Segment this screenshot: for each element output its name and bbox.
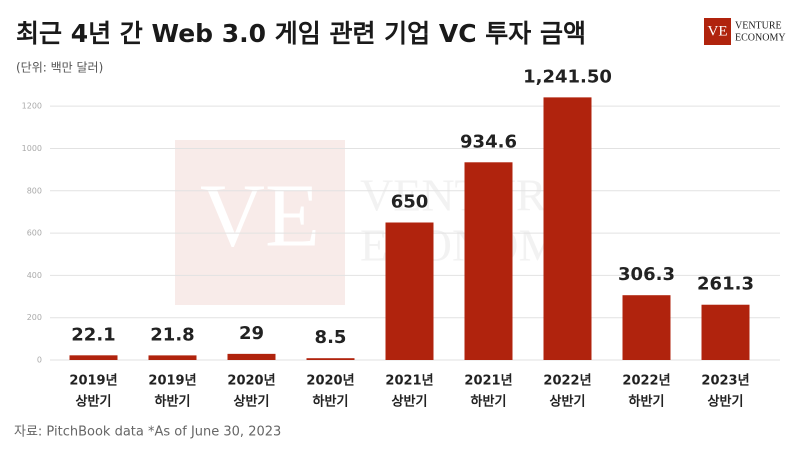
bar (543, 97, 592, 360)
chart-title: 최근 4년 간 Web 3.0 게임 관련 기업 VC 투자 금액 (16, 19, 586, 48)
logo-text: ECONOMY (735, 32, 786, 43)
y-tick-label: 200 (27, 313, 42, 322)
x-tick-label: 2022년 (622, 374, 670, 389)
source-note: 자료: PitchBook data *As of June 30, 2023 (14, 425, 281, 440)
x-tick-label: 하반기 (629, 394, 665, 410)
chart-subtitle: (단위: 백만 달러) (16, 61, 103, 75)
bar (622, 295, 671, 360)
value-label: 8.5 (315, 327, 347, 348)
x-tick-label: 2023년 (701, 374, 749, 389)
x-tick-label: 2019년 (148, 374, 196, 389)
x-tick-label: 2021년 (385, 374, 433, 389)
x-tick-label: 하반기 (313, 394, 349, 410)
x-tick-label: 2020년 (227, 374, 275, 389)
x-tick-label: 2022년 (543, 374, 591, 389)
x-tick-label: 하반기 (471, 394, 507, 410)
x-tick-label: 2020년 (306, 374, 354, 389)
y-tick-label: 1000 (22, 144, 42, 153)
y-tick-label: 800 (27, 186, 42, 195)
bar (701, 304, 750, 360)
x-tick-label: 2021년 (464, 374, 512, 389)
watermark-box (175, 140, 345, 305)
value-label: 261.3 (697, 274, 754, 295)
y-tick-label: 1200 (22, 102, 42, 111)
bar (227, 353, 276, 360)
bar (148, 355, 197, 360)
logo-mark: VE (708, 23, 728, 39)
value-label: 306.3 (618, 264, 675, 285)
x-tick-label: 하반기 (155, 394, 191, 410)
x-tick-label: 상반기 (76, 394, 112, 410)
y-tick-label: 600 (27, 229, 42, 238)
bar (464, 162, 513, 360)
value-label: 21.8 (150, 324, 194, 345)
logo-text: VENTURE (735, 20, 782, 31)
logo-box (704, 18, 731, 45)
bar (385, 222, 434, 360)
x-tick-label: 상반기 (550, 394, 586, 410)
x-tick-label: 상반기 (708, 394, 744, 410)
x-tick-label: 상반기 (392, 394, 428, 410)
value-label: 22.1 (71, 324, 115, 345)
value-label: 29 (239, 323, 264, 344)
logo: VE VENTURE ECONOMY (704, 18, 786, 45)
value-label: 650 (391, 192, 429, 213)
value-label: 1,241.50 (523, 66, 612, 87)
bar (69, 355, 118, 360)
watermark-mark: VE (200, 167, 320, 266)
value-label: 934.6 (460, 131, 517, 152)
x-tick-label: 상반기 (234, 394, 270, 410)
x-tick-label: 2019년 (69, 374, 117, 389)
y-tick-label: 0 (37, 356, 42, 365)
bar (306, 358, 355, 360)
y-tick-label: 400 (27, 271, 42, 280)
